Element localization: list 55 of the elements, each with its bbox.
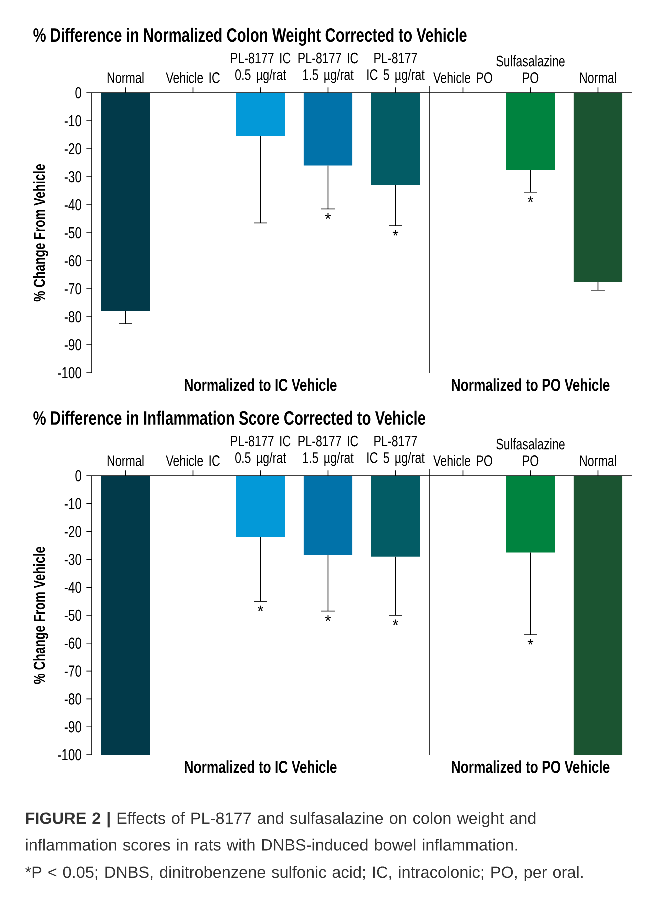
y-tick-label: -90: [64, 721, 82, 733]
y-tick-label: -30: [64, 171, 82, 183]
x-tick-label: Sulfasalazine PO: [496, 55, 565, 84]
annotation: *: [325, 616, 332, 622]
x-tick-label: Normal: [580, 455, 616, 466]
y-tick-label: -60: [64, 638, 82, 650]
y-tick-label: -50: [64, 227, 82, 239]
x-tick-label: PL-8177 IC 1.5 µg/rat: [298, 52, 358, 84]
x-tick-label: PL-8177 IC 5 µg/rat: [368, 436, 425, 466]
x-tick-label: Vehicle IC: [166, 455, 220, 466]
y-axis-title: % Change From Vehicle: [33, 546, 48, 684]
chart-title: % Difference in Inflammation Score Corrected to Vehicle: [34, 410, 426, 426]
y-tick-label: -80: [64, 311, 82, 323]
x-tick-label: PL-8177 IC 5 µg/rat: [368, 52, 425, 84]
y-tick-label: -30: [64, 554, 82, 566]
x-tick-label: Normal: [580, 72, 616, 84]
x-tick-label: Vehicle PO: [434, 455, 492, 466]
y-tick-label: -60: [64, 255, 82, 267]
annotation: *: [325, 213, 332, 220]
annotation: *: [392, 620, 399, 626]
annotation: *: [258, 606, 264, 612]
y-tick-label: -10: [64, 498, 82, 510]
text: FIGURE 2 | Effects of PL-8177 and sulfasalazine on colon weight and inflammation scores in rats with DNBS-induced bowel inflammation.: [26, 812, 536, 851]
y-tick-label: -80: [64, 694, 82, 705]
y-tick-label: -70: [64, 666, 82, 677]
y-tick-label: -90: [64, 339, 82, 351]
text: Normalized to IC Vehicle: [185, 378, 337, 392]
x-tick-label: Vehicle IC: [166, 72, 220, 84]
x-tick-label: PL-8177 IC 1.5 µg/rat: [298, 436, 358, 466]
chart-title: % Difference in Normalized Colon Weight Corrected to Vehicle: [34, 28, 467, 46]
y-axis-title: % Change From Vehicle: [33, 164, 48, 302]
x-tick-label: PL-8177 IC 0.5 µg/rat: [231, 436, 291, 466]
x-tick-label: Vehicle PO: [434, 72, 492, 84]
y-tick-label: 0: [76, 87, 82, 99]
y-tick-label: -40: [64, 582, 82, 594]
x-tick-label: PL-8177 IC 0.5 µg/rat: [231, 52, 291, 84]
y-tick-label: -10: [64, 115, 82, 127]
text: *P < 0.05; DNBS, dinitrobenzene sulfonic acid; IC, intracolonic; PO, per oral.: [26, 866, 583, 882]
y-tick-label: 0: [76, 470, 82, 482]
annotation: *: [392, 230, 399, 236]
text: Normalized to PO Vehicle: [452, 760, 610, 774]
annotation: *: [528, 639, 534, 645]
y-tick-label: -50: [64, 610, 82, 622]
y-tick-label: -100: [58, 749, 82, 761]
x-tick-label: Normal: [108, 455, 144, 466]
y-tick-label: -20: [64, 143, 82, 155]
y-tick-label: -70: [64, 283, 82, 295]
x-tick-label: Sulfasalazine PO: [496, 438, 565, 466]
y-tick-label: -40: [64, 199, 82, 211]
y-tick-label: -100: [58, 367, 82, 379]
annotation: *: [528, 196, 534, 202]
text: Normalized to IC Vehicle: [185, 760, 337, 774]
x-tick-label: Normal: [108, 72, 144, 84]
text: Normalized to PO Vehicle: [452, 378, 610, 392]
y-tick-label: -20: [64, 526, 82, 538]
